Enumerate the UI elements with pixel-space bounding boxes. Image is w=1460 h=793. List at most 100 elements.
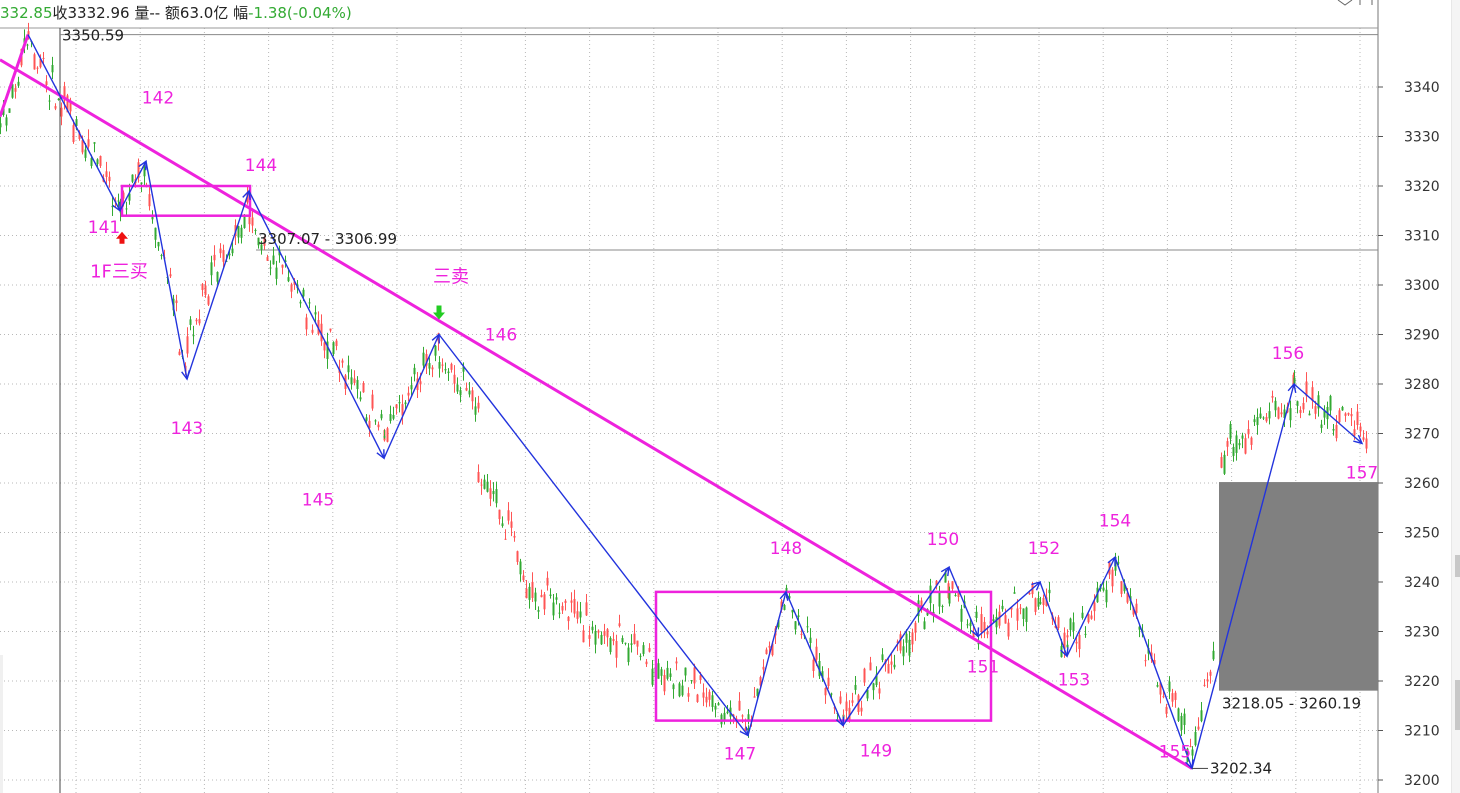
candle-down <box>1069 618 1072 630</box>
candle-up <box>911 632 914 645</box>
candle-up <box>1165 706 1168 714</box>
toolbar-chevron-icon[interactable] <box>1337 0 1353 6</box>
candle-down <box>756 688 759 696</box>
candle-up <box>1244 438 1247 454</box>
candle-up <box>353 378 356 383</box>
candle-down <box>537 610 540 612</box>
candle-down <box>923 621 926 630</box>
wave-segment <box>248 190 385 459</box>
wave-label-146: 146 <box>485 326 517 346</box>
candle-up <box>1057 617 1060 629</box>
candle-down <box>975 611 978 618</box>
candle-down <box>519 570 522 573</box>
candle-up <box>1344 413 1347 416</box>
candle-up <box>857 695 860 712</box>
candle-up <box>386 428 389 442</box>
y-axis-label: 3210 <box>1404 724 1440 740</box>
candle-up <box>699 675 702 681</box>
candle-up <box>1174 692 1177 700</box>
candle-down <box>672 684 675 690</box>
price-annotation: 3307.07 - 3306.99 <box>258 230 397 248</box>
scrollbar-thumb[interactable] <box>1455 680 1460 730</box>
candle-down <box>434 345 437 356</box>
y-axis-label: 3260 <box>1404 476 1440 492</box>
candle-up <box>561 605 564 611</box>
candle-down <box>486 481 489 492</box>
wave-segment <box>948 566 979 637</box>
candle-down <box>783 605 786 610</box>
candle-down <box>690 680 693 682</box>
candle-up <box>69 101 72 112</box>
left-edge-tab <box>0 655 3 793</box>
candle-down <box>117 200 120 202</box>
candle-up <box>543 594 546 610</box>
candle-up <box>1034 598 1037 612</box>
candle-down <box>1180 715 1183 730</box>
candle-down <box>534 592 537 602</box>
wave-segment <box>785 591 844 726</box>
candle-up <box>281 264 284 268</box>
candle-down <box>627 647 630 663</box>
candle-up <box>663 675 666 692</box>
candle-up <box>845 701 848 712</box>
candle-up <box>36 67 39 69</box>
candle-down <box>140 182 143 184</box>
candle-down <box>151 214 154 220</box>
candle-down <box>254 229 257 231</box>
candle-down <box>287 277 290 282</box>
candle-down <box>444 369 447 371</box>
wave-label-150: 150 <box>927 530 959 550</box>
candle-down <box>501 523 504 527</box>
candle-up <box>618 623 621 627</box>
wave-lines <box>27 34 1364 770</box>
candle-down <box>160 255 163 257</box>
candle-down <box>1194 731 1197 746</box>
candle-down <box>726 711 729 714</box>
candle-down <box>881 654 884 660</box>
candle-up <box>546 577 549 586</box>
candle-up <box>708 691 711 700</box>
candle-down <box>1341 406 1344 411</box>
candle-down <box>1025 607 1028 623</box>
candle-down <box>374 420 377 422</box>
candle-up <box>1028 592 1031 595</box>
scrollbar-track[interactable] <box>1452 0 1460 793</box>
candle-down <box>1259 413 1262 418</box>
candle-down <box>678 683 681 697</box>
candle-down <box>216 271 219 282</box>
scrollbar-thumb[interactable] <box>1455 555 1460 577</box>
open-value: 332.85 <box>0 4 53 22</box>
candle-up <box>983 621 986 632</box>
candle-up <box>1356 411 1359 426</box>
candle-up <box>1365 438 1368 449</box>
candle-down <box>1293 377 1296 384</box>
candle-down <box>48 100 51 102</box>
candle-up <box>251 217 254 226</box>
candle-down <box>131 174 134 182</box>
candle-up <box>1353 429 1356 436</box>
candle-down <box>456 384 459 392</box>
candle-up <box>972 632 975 637</box>
wave-label-143: 143 <box>171 419 203 439</box>
candle-up <box>72 125 75 142</box>
candle-down <box>1200 710 1203 722</box>
candle-down <box>1241 435 1244 439</box>
candle-up <box>186 336 189 354</box>
candle-up <box>935 580 938 586</box>
candle-down <box>594 630 597 645</box>
wave-label-156: 156 <box>1272 344 1304 364</box>
candle-down <box>875 674 878 685</box>
candle-down <box>192 335 195 337</box>
candle-up <box>122 192 125 199</box>
candle-down <box>1013 592 1016 594</box>
candle-up <box>169 274 172 277</box>
candle-up <box>293 281 296 285</box>
candle-up <box>1265 417 1268 422</box>
candle-up <box>863 668 866 683</box>
wave-labels: 141 142 143 144 145 146 147 148 149 150 151 152 153 1… <box>88 88 1378 764</box>
trend-line <box>0 58 1193 770</box>
candle-up <box>570 600 573 603</box>
range-label: 幅 <box>233 4 249 22</box>
candle-down <box>666 667 669 679</box>
